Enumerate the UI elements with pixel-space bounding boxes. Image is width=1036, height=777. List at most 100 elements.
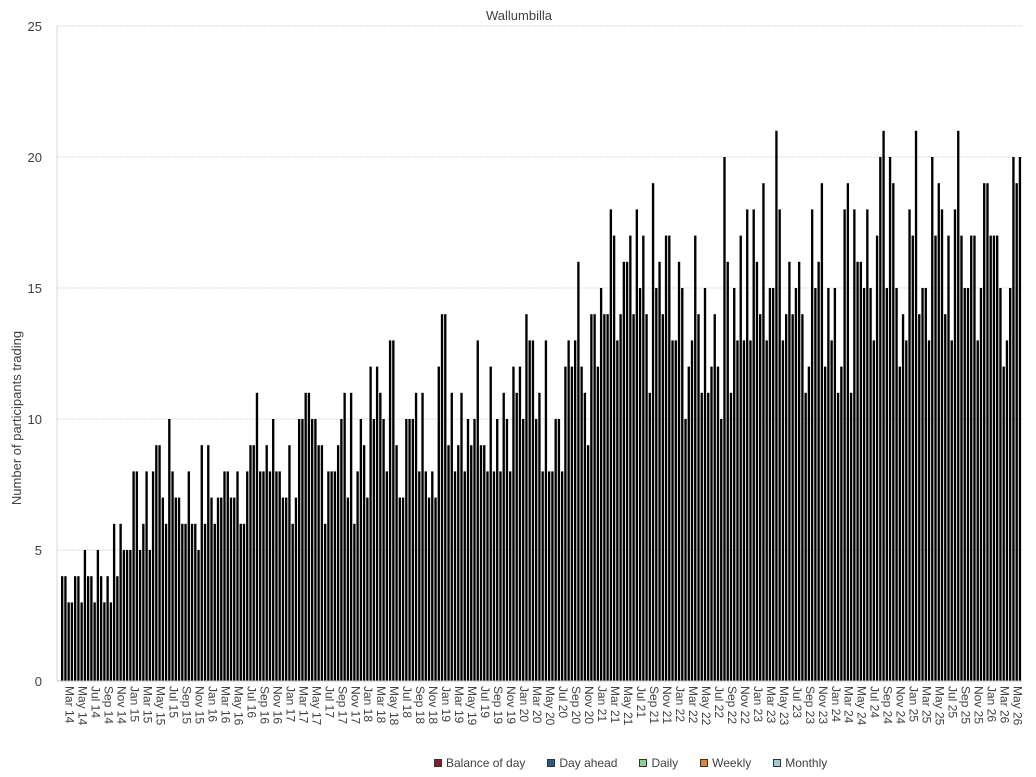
bar: [862, 288, 866, 681]
bar: [580, 366, 583, 681]
x-tick-label: Mar 24: [842, 686, 856, 724]
bar: [151, 471, 155, 681]
legend-swatch: [547, 759, 556, 767]
bar: [671, 340, 674, 681]
bar: [807, 366, 811, 681]
bar: [616, 340, 619, 681]
bar: [768, 288, 772, 681]
bar: [518, 366, 522, 681]
bar: [112, 523, 116, 681]
bar: [651, 183, 655, 681]
bar: [687, 366, 690, 681]
bar: [392, 340, 395, 681]
bar: [785, 314, 788, 681]
bar: [612, 235, 616, 681]
bar: [723, 157, 726, 681]
bar: [554, 419, 557, 681]
bar: [833, 288, 837, 681]
bar: [599, 288, 603, 681]
bar: [538, 392, 541, 681]
bar: [252, 445, 255, 681]
bar: [317, 445, 320, 681]
bar: [96, 550, 100, 681]
bar: [388, 340, 392, 681]
bar: [551, 471, 554, 681]
bar: [765, 340, 768, 681]
bar: [437, 366, 440, 681]
bar: [405, 419, 408, 681]
bar: [310, 419, 314, 681]
bar: [502, 392, 505, 681]
bar: [281, 497, 285, 681]
bar: [677, 261, 681, 681]
bar: [966, 288, 970, 681]
bar: [278, 471, 281, 681]
bar: [447, 445, 450, 681]
bar: [512, 366, 515, 681]
legend-label: Balance of day: [446, 756, 526, 770]
bar: [794, 288, 798, 681]
bar: [888, 157, 892, 681]
x-tick-label: Jan 25: [907, 686, 921, 722]
x-tick-label: May 17: [309, 686, 323, 726]
bar: [726, 261, 729, 681]
bar: [349, 392, 353, 681]
bar: [973, 235, 976, 681]
bar: [132, 471, 135, 681]
bar: [67, 602, 70, 681]
bar: [992, 235, 996, 681]
bar: [492, 471, 496, 681]
bar: [791, 314, 794, 681]
bar: [486, 471, 489, 681]
bar: [460, 392, 463, 681]
legend-swatch: [773, 759, 782, 767]
bar: [262, 471, 265, 681]
bar: [489, 366, 492, 681]
bar: [509, 471, 512, 681]
x-tick-label: Jan 20: [517, 686, 531, 722]
bar: [158, 445, 161, 681]
bar: [174, 497, 177, 681]
x-tick-label: Sep 24: [881, 686, 895, 724]
x-tick-label: Jul 22: [712, 686, 726, 718]
bar: [434, 497, 437, 681]
x-tick-label: Nov 25: [972, 686, 986, 724]
x-tick-label: Mar 22: [686, 686, 700, 724]
bar: [103, 602, 106, 681]
bar: [395, 445, 398, 681]
bar: [655, 288, 658, 681]
bar: [164, 523, 168, 681]
bar: [716, 366, 720, 681]
bar: [194, 523, 197, 681]
bar: [996, 235, 999, 681]
bar: [885, 288, 888, 681]
bar: [590, 314, 593, 681]
bar: [356, 471, 359, 681]
bar: [703, 288, 707, 681]
bar: [343, 392, 346, 681]
bar: [119, 523, 122, 681]
x-tick-label: Mar 23: [764, 686, 778, 724]
bar: [700, 392, 703, 681]
bar: [294, 497, 298, 681]
bar: [138, 550, 142, 681]
bar: [830, 340, 833, 681]
bar: [940, 209, 944, 681]
y-ticks: 0 5 10 15 20 25: [28, 19, 42, 689]
bar: [145, 471, 148, 681]
bar: [213, 523, 216, 681]
bar: [314, 419, 317, 681]
x-tick-label: Jul 25: [946, 686, 960, 718]
bar: [359, 419, 363, 681]
x-tick-label: Sep 19: [491, 686, 505, 724]
x-tick-label: Jul 15: [166, 686, 180, 718]
bar: [106, 576, 109, 681]
x-tick-label: Jan 22: [673, 686, 687, 722]
bar: [879, 157, 882, 681]
bar: [586, 445, 590, 681]
bar: [528, 340, 531, 681]
x-tick-label: Mar 19: [452, 686, 466, 724]
bar: [664, 235, 668, 681]
bar: [570, 366, 574, 681]
